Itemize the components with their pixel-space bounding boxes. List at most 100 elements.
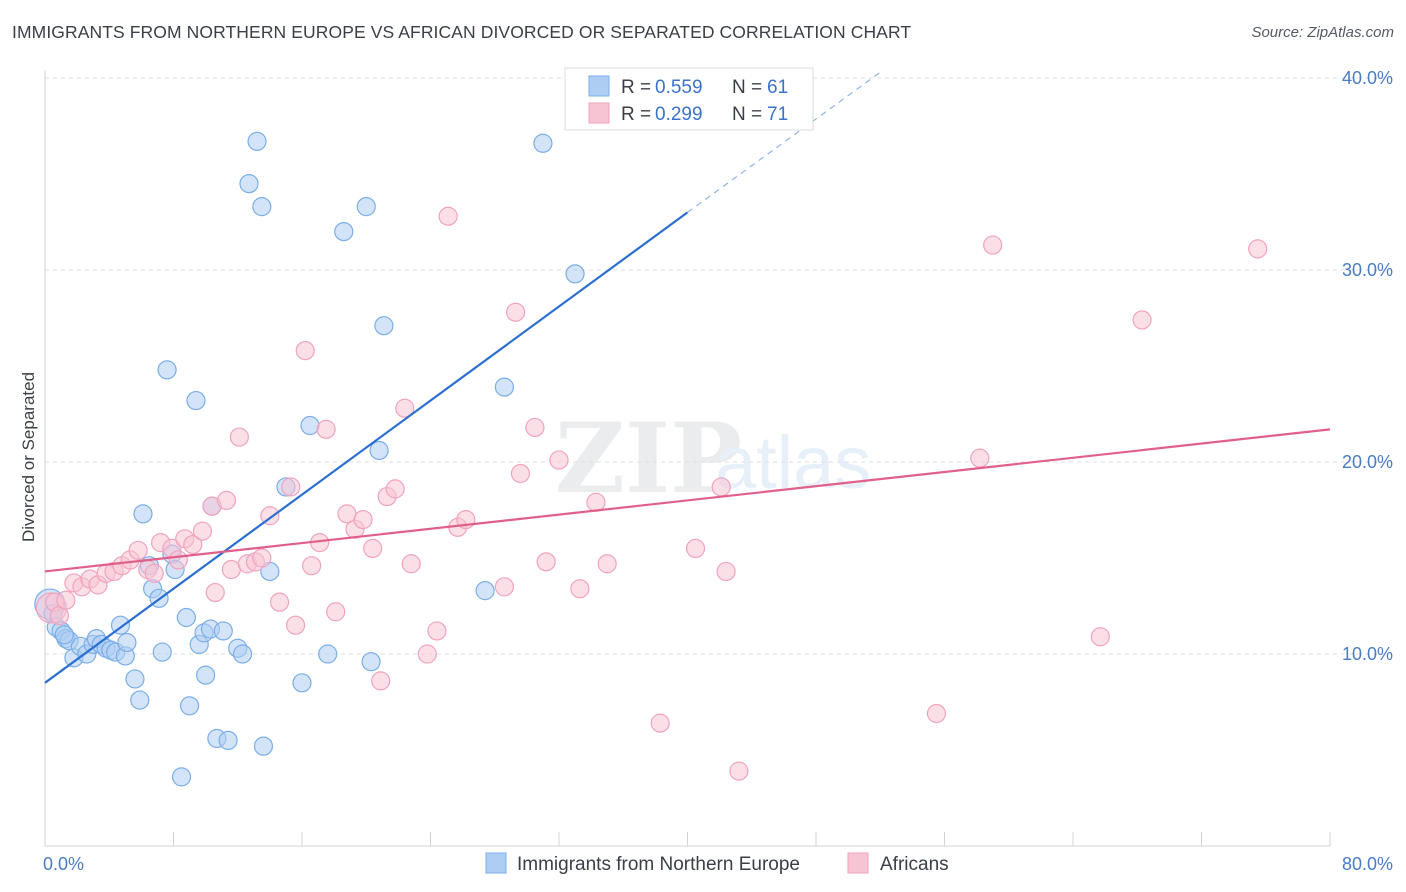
data-point: [213, 621, 233, 641]
data-point: [168, 550, 188, 570]
data-point: [205, 582, 225, 603]
data-point: [292, 673, 312, 693]
data-point: [179, 696, 200, 716]
data-point: [494, 577, 514, 597]
data-point: [361, 652, 381, 672]
data-point: [269, 592, 290, 612]
legend-n-value-pink: 71: [767, 104, 788, 125]
data-point: [125, 669, 145, 689]
y-tick-label: 30.0%: [1342, 260, 1393, 280]
chart-source: Source: ZipAtlas.com: [1251, 24, 1394, 41]
y-tick-label: 10.0%: [1342, 644, 1393, 664]
series-legend-label-pink: Africans: [880, 854, 949, 875]
data-point: [196, 665, 216, 685]
data-point: [54, 625, 74, 645]
data-point: [232, 644, 253, 664]
data-point: [533, 133, 553, 153]
data-point: [711, 477, 731, 497]
data-point: [318, 644, 338, 664]
data-point: [56, 590, 76, 610]
x-ticks: [173, 832, 1331, 846]
data-point: [586, 492, 606, 512]
legend-n-label-blue: N =: [732, 77, 762, 98]
x-tick-labels: 0.0% 80.0%: [43, 854, 1393, 874]
trend-line-northern-europe-extension: [687, 71, 881, 213]
x-tick-label: 80.0%: [1342, 854, 1393, 874]
legend-n-label-pink: N =: [732, 104, 762, 125]
data-point: [218, 730, 238, 751]
data-point: [216, 490, 237, 510]
data-point: [549, 450, 569, 470]
data-point: [152, 642, 172, 662]
data-point: [285, 615, 306, 635]
watermark-zip: ZIP: [555, 402, 742, 515]
data-point: [417, 644, 437, 664]
data-point: [926, 703, 947, 724]
series-northern-europe-points: [34, 131, 585, 787]
data-point: [369, 440, 389, 461]
data-point: [970, 448, 990, 468]
legend-swatch-blue: [588, 75, 610, 97]
legend-r-label-blue: R =: [621, 77, 651, 98]
data-point: [128, 540, 148, 560]
series-legend-swatch-pink: [847, 852, 869, 874]
data-point: [536, 552, 556, 572]
data-point: [229, 427, 249, 447]
data-point: [356, 197, 376, 217]
data-point: [475, 581, 495, 601]
data-point: [192, 521, 213, 541]
data-point: [183, 534, 203, 555]
data-point: [252, 548, 272, 568]
data-point: [302, 556, 322, 576]
data-point: [130, 690, 150, 710]
data-point: [506, 302, 526, 322]
data-point: [565, 264, 585, 284]
data-point: [363, 538, 383, 559]
trend-line-africans: [44, 428, 1331, 573]
legend-r-label-pink: R =: [621, 104, 651, 125]
data-point: [247, 131, 267, 151]
data-point: [133, 504, 153, 524]
data-point: [494, 377, 514, 397]
data-point: [1248, 239, 1268, 259]
data-point: [353, 509, 373, 530]
data-point: [371, 671, 391, 691]
data-point: [144, 563, 164, 583]
data-point: [252, 197, 272, 217]
series-legend-label-blue: Immigrants from Northern Europe: [517, 854, 800, 875]
data-point: [157, 360, 177, 380]
data-point: [300, 415, 320, 436]
data-point: [729, 761, 749, 781]
data-point: [597, 554, 617, 574]
data-point: [1132, 310, 1152, 330]
data-point: [427, 621, 447, 641]
data-point: [316, 419, 336, 439]
data-point: [171, 767, 192, 787]
data-point: [295, 341, 315, 361]
y-tick-label: 20.0%: [1342, 452, 1393, 472]
trend-lines: [44, 71, 1331, 684]
data-point: [525, 417, 545, 438]
data-point: [570, 579, 590, 599]
y-tick-label: 40.0%: [1342, 68, 1393, 88]
data-point: [510, 463, 531, 484]
series-africans-points: [35, 206, 1268, 781]
data-point: [401, 554, 421, 574]
data-point: [983, 235, 1003, 255]
chart-title: IMMIGRANTS FROM NORTHERN EUROPE VS AFRIC…: [12, 22, 912, 42]
series-legend-swatch-blue: [485, 852, 507, 874]
stats-legend: R = 0.559 N = 61 R = 0.299 N = 71: [564, 67, 814, 131]
data-point: [1090, 627, 1110, 647]
trend-line-northern-europe: [44, 211, 689, 684]
data-point: [176, 607, 196, 628]
data-point: [374, 316, 394, 336]
data-point: [281, 477, 301, 497]
legend-swatch-pink: [588, 102, 610, 124]
x-tick-label: 0.0%: [43, 854, 84, 874]
data-point: [334, 222, 354, 242]
data-point: [385, 479, 405, 499]
legend-r-value-blue: 0.559: [655, 77, 703, 98]
data-point: [221, 559, 241, 580]
data-point: [685, 538, 706, 559]
